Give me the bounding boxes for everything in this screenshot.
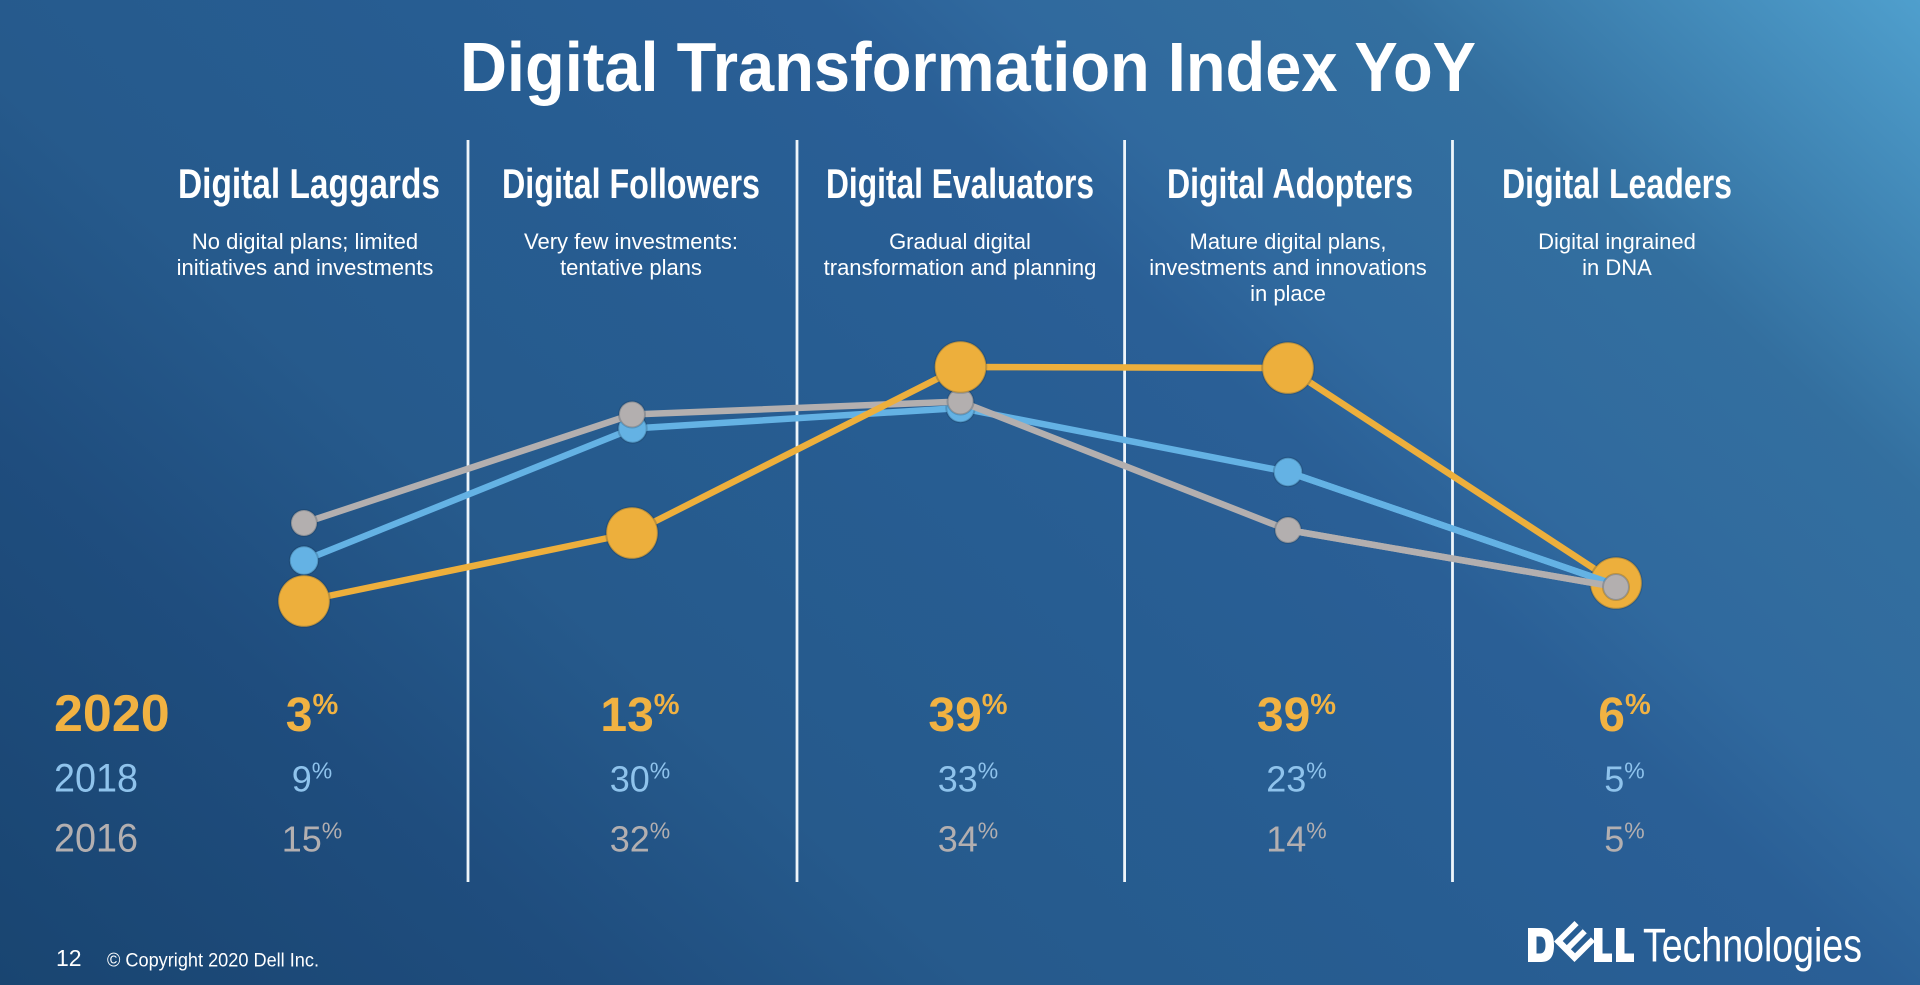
svg-text:Digital Laggards: Digital Laggards — [178, 160, 440, 207]
svg-text:Digital Evaluators: Digital Evaluators — [826, 160, 1094, 207]
svg-text:Digital Leaders: Digital Leaders — [1502, 160, 1732, 207]
svg-text:© Copyright 2020 Dell Inc.: © Copyright 2020 Dell Inc. — [107, 951, 319, 972]
svg-text:Digital Followers: Digital Followers — [502, 160, 760, 207]
svg-text:Technologies: Technologies — [1643, 920, 1862, 973]
svg-text:Digital Adopters: Digital Adopters — [1167, 160, 1413, 207]
svg-text:2016: 2016 — [54, 817, 138, 861]
svg-text:Digital Transformation Index Y: Digital Transformation Index YoY — [460, 28, 1476, 106]
svg-text:32%: 32% — [610, 818, 671, 860]
svg-text:12: 12 — [56, 945, 82, 971]
svg-text:2020: 2020 — [54, 685, 170, 743]
svg-text:Mature digital plans,investmen: Mature digital plans, investments and inn… — [1149, 229, 1427, 306]
svg-text:5%: 5% — [1604, 818, 1644, 860]
svg-text:2018: 2018 — [54, 757, 138, 801]
svg-text:Very few investments:tentative: Very few investments: tentative plans — [524, 229, 738, 280]
